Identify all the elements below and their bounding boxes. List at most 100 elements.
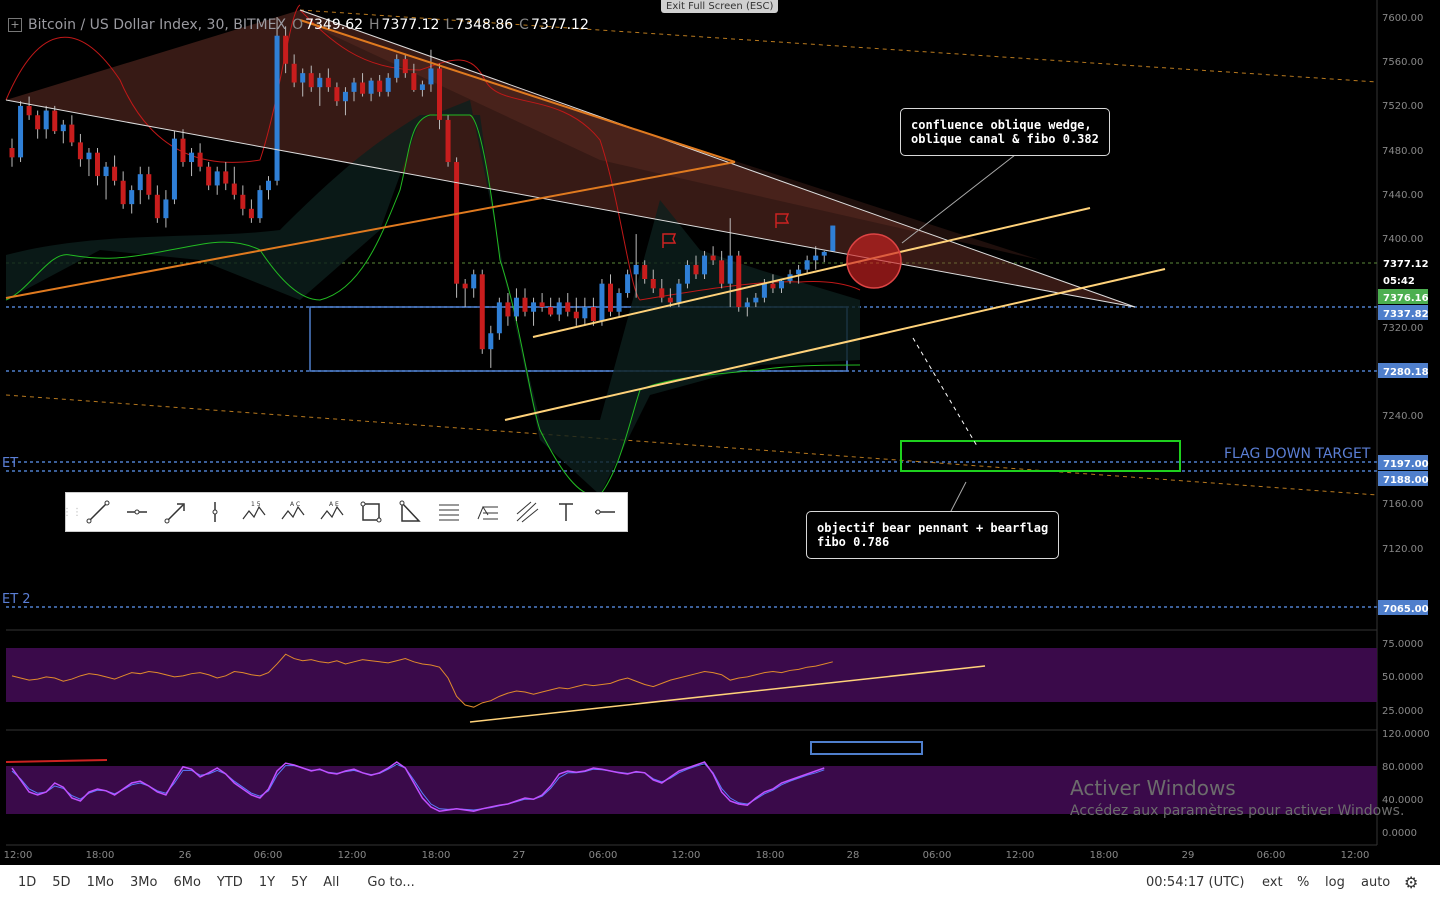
range-all[interactable]: All <box>323 875 340 890</box>
triangle-tool[interactable] <box>390 493 429 531</box>
candle-body <box>129 190 135 205</box>
vertical-line-tool[interactable] <box>195 493 234 531</box>
log-toggle[interactable]: log <box>1325 875 1345 890</box>
expand-icon[interactable]: + <box>8 18 22 32</box>
channel-upper-line <box>532 207 1091 338</box>
elliott-wave-tool[interactable]: A E <box>312 493 351 531</box>
svg-text:A E: A E <box>329 501 339 508</box>
fib-retracement-tool[interactable] <box>429 493 468 531</box>
goto-button[interactable]: Go to... <box>367 875 415 890</box>
price-tick-label: 7120.00 <box>1382 544 1423 555</box>
candle-body <box>52 110 58 132</box>
wedge-fill <box>6 10 1135 307</box>
ext-toggle[interactable]: ext <box>1262 875 1283 890</box>
candle-body <box>488 333 494 350</box>
xabcd-pattern-tool[interactable]: 1 5 <box>234 493 273 531</box>
fib-dashed-line <box>5 394 1378 496</box>
arrow-tool[interactable] <box>156 493 195 531</box>
fib-extension-tool[interactable] <box>468 493 507 531</box>
candle-body <box>779 280 784 289</box>
candle-body <box>437 68 442 120</box>
candle-body <box>223 171 229 184</box>
abcd-pattern-icon: A C <box>281 501 304 520</box>
abcd-pattern-tool[interactable]: A C <box>273 493 312 531</box>
flag-icon <box>775 213 790 228</box>
price-chart[interactable]: 7600.00 7560.00 7520.00 7480.00 7440.00 7400.… <box>0 0 1440 865</box>
elliott-wave-icon: A E <box>320 501 343 520</box>
range-1y[interactable]: 1Y <box>258 875 276 890</box>
chart-background <box>0 0 1440 865</box>
arrow-icon <box>164 503 185 524</box>
candle-body <box>180 138 186 163</box>
range-6mo[interactable]: 6Mo <box>173 875 201 890</box>
range-ytd[interactable]: YTD <box>216 875 243 890</box>
candle-body <box>454 162 460 284</box>
candle-body <box>171 138 177 200</box>
time-tick-label: 12:00 <box>4 850 33 861</box>
callout-pointer <box>949 481 967 514</box>
xabcd-pattern-icon: 1 5 <box>242 501 265 520</box>
exit-fullscreen-button[interactable]: Exit Full Screen (ESC) <box>661 0 779 13</box>
horizontal-line-tool[interactable] <box>585 493 624 531</box>
price-label-bg <box>1378 600 1428 615</box>
candle-body <box>60 124 66 132</box>
windows-activation-watermark: Activer Windows Accédez aux paramètres p… <box>1070 776 1404 819</box>
pitchfork-icon <box>516 501 538 523</box>
range-1mo[interactable]: 1Mo <box>86 875 115 890</box>
rsi-tick-label: 50.0000 <box>1382 672 1423 683</box>
time-tick-label: 12:00 <box>672 850 701 861</box>
time-tick-label: 27 <box>513 850 526 861</box>
candle-body <box>531 302 537 312</box>
annotation-confluence[interactable]: confluence oblique wedge, oblique canal … <box>900 108 1110 156</box>
candle-body <box>377 80 383 92</box>
candle-body <box>608 283 613 312</box>
stoch-divergence-line <box>5 759 108 763</box>
candle-body <box>684 264 690 284</box>
confluence-circle <box>846 233 902 289</box>
candle-body <box>77 142 83 160</box>
candle-body <box>505 302 511 317</box>
candle-body <box>727 255 733 284</box>
candle-body <box>351 82 357 92</box>
annotation-objectif[interactable]: objectif bear pennant + bearflag fibo 0.… <box>806 511 1060 559</box>
range-1d[interactable]: 1D <box>18 875 37 890</box>
auto-toggle[interactable]: auto <box>1361 875 1391 890</box>
horizontal-ray-icon <box>126 509 147 515</box>
candle-body <box>428 68 434 85</box>
range-5y[interactable]: 5Y <box>291 875 308 890</box>
stoch-k-line <box>11 761 825 812</box>
symbol-title: Bitcoin / US Dollar Index, 30, BITMEX <box>28 17 287 33</box>
percent-toggle[interactable]: % <box>1297 875 1310 890</box>
price-tick-label: 7480.00 <box>1382 146 1423 157</box>
trend-line-tool[interactable] <box>78 493 117 531</box>
range-5d[interactable]: 5D <box>52 875 71 890</box>
candle-body <box>830 225 836 252</box>
candle-body <box>522 297 528 312</box>
pitchfork-tool[interactable] <box>507 493 546 531</box>
trend-line-icon <box>86 500 109 524</box>
utc-clock[interactable]: 00:54:17 (UTC) <box>1146 875 1245 890</box>
high-label: H <box>369 17 380 33</box>
horizontal-ray-tool[interactable] <box>117 493 156 531</box>
candle-body <box>667 297 673 303</box>
low-label: L <box>445 17 454 33</box>
range-3mo[interactable]: 3Mo <box>130 875 158 890</box>
candle-body <box>539 302 545 308</box>
bottom-toolbar: 1D 5D 1Mo 3Mo 6Mo YTD 1Y 5Y All Go to...… <box>0 865 1440 900</box>
candle-body <box>710 255 716 261</box>
candle-body <box>154 194 160 219</box>
price-label-bg <box>1378 289 1428 304</box>
candle-body <box>317 77 323 88</box>
price-tick-label: 7560.00 <box>1382 57 1423 68</box>
candle-body <box>266 180 271 191</box>
open-value: 7349.62 <box>305 17 364 33</box>
rectangle-tool[interactable] <box>351 493 390 531</box>
gear-icon[interactable]: ⚙ <box>1404 873 1419 892</box>
rectangle-icon <box>360 501 381 523</box>
watermark-title: Activer Windows <box>1070 776 1236 800</box>
price-label-bg <box>1378 272 1428 287</box>
text-tool[interactable] <box>546 493 585 531</box>
drag-handle-icon[interactable]: ⋮⋮ <box>62 506 82 518</box>
stoch-tick-label: 120.0000 <box>1382 729 1430 740</box>
price-label: 05:42 <box>1383 276 1415 287</box>
